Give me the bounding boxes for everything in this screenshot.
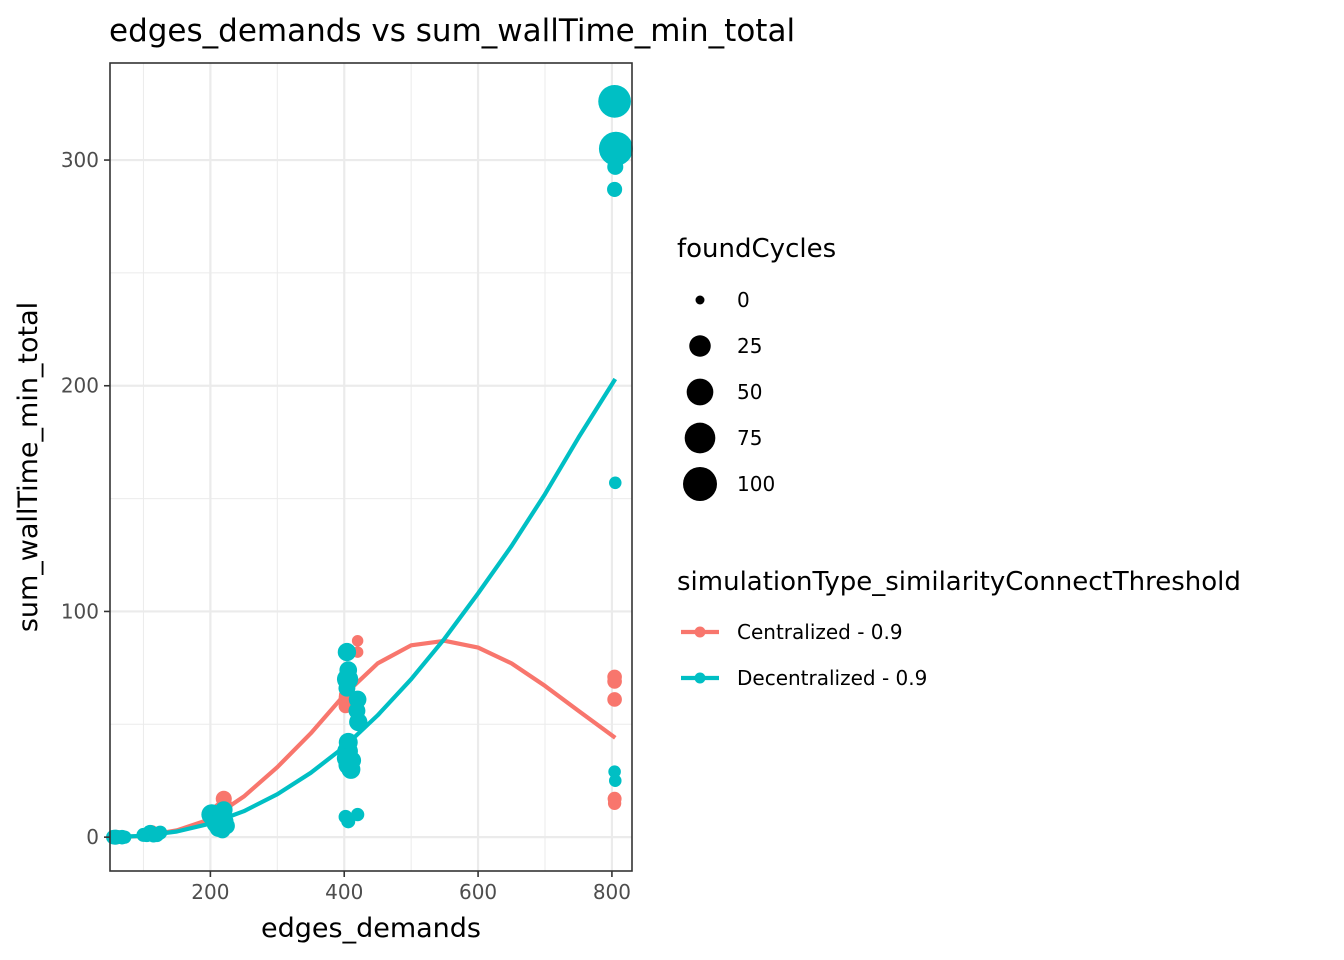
- size-legend-key: [689, 335, 711, 357]
- y-axis-title: sum_wallTime_min_total: [13, 302, 44, 632]
- data-point-decentralized: [153, 825, 168, 840]
- data-point-centralized: [607, 796, 622, 810]
- data-point-centralized: [607, 692, 622, 707]
- data-point-decentralized: [608, 765, 621, 778]
- size-legend-key: [684, 422, 716, 454]
- x-tick-label: 200: [191, 880, 229, 904]
- color-legend: simulationType_similarityConnectThreshol…: [677, 567, 1241, 690]
- size-legend-label: 75: [737, 426, 762, 450]
- data-point-decentralized: [338, 679, 356, 697]
- data-point-decentralized: [118, 830, 132, 844]
- x-tick-label: 800: [593, 880, 631, 904]
- data-point-decentralized: [350, 807, 365, 822]
- color-legend-title: simulationType_similarityConnectThreshol…: [677, 567, 1241, 597]
- y-tick-label: 0: [86, 825, 99, 849]
- y-tick-label: 300: [61, 148, 99, 172]
- size-legend-title: foundCycles: [677, 234, 836, 264]
- size-legend-key: [695, 295, 705, 305]
- legend-dot-centralized: [694, 626, 706, 638]
- y-tick-label: 100: [61, 599, 99, 623]
- size-legend-label: 0: [737, 288, 750, 312]
- data-point-centralized: [607, 674, 622, 689]
- data-point-decentralized: [598, 131, 633, 166]
- data-point-decentralized: [343, 751, 362, 770]
- data-point-decentralized: [598, 85, 631, 118]
- data-point-decentralized: [609, 774, 622, 787]
- legend-label-centralized: Centralized - 0.9: [737, 620, 903, 644]
- data-point-decentralized: [607, 158, 624, 175]
- data-point-decentralized: [217, 817, 235, 835]
- plot-border: [109, 62, 633, 872]
- x-axis-title: edges_demands: [261, 913, 481, 944]
- size-legend-label: 25: [737, 334, 762, 358]
- plot-panel: [110, 63, 632, 871]
- size-legend-key: [686, 378, 714, 406]
- legend-dot-decentralized: [694, 672, 706, 684]
- fit-line-centralized: [113, 638, 617, 840]
- chart-title: edges_demands vs sum_wallTime_min_total: [109, 13, 795, 49]
- y-axis-ticks: 0 100 200 300: [61, 148, 110, 849]
- x-tick-label: 600: [459, 880, 497, 904]
- data-point-decentralized: [609, 476, 622, 490]
- data-point-decentralized: [348, 702, 366, 720]
- size-legend-key: [683, 467, 717, 501]
- size-legend-label: 50: [737, 380, 762, 404]
- size-legend-label: 100: [737, 472, 775, 496]
- x-tick-label: 400: [325, 880, 363, 904]
- data-point-decentralized: [341, 814, 356, 829]
- data-point-centralized: [351, 635, 364, 647]
- grid-lines: [110, 63, 632, 871]
- y-tick-label: 200: [61, 374, 99, 398]
- data-points: [106, 85, 633, 845]
- legend-label-decentralized: Decentralized - 0.9: [737, 666, 927, 690]
- data-point-decentralized: [337, 642, 357, 662]
- data-point-decentralized: [607, 181, 623, 197]
- size-legend: foundCycles 0 25 50 75 100: [677, 234, 836, 501]
- fit-lines: [113, 377, 618, 840]
- x-axis-ticks: 200 400 600 800: [191, 871, 631, 904]
- fit-line-decentralized: [113, 377, 618, 840]
